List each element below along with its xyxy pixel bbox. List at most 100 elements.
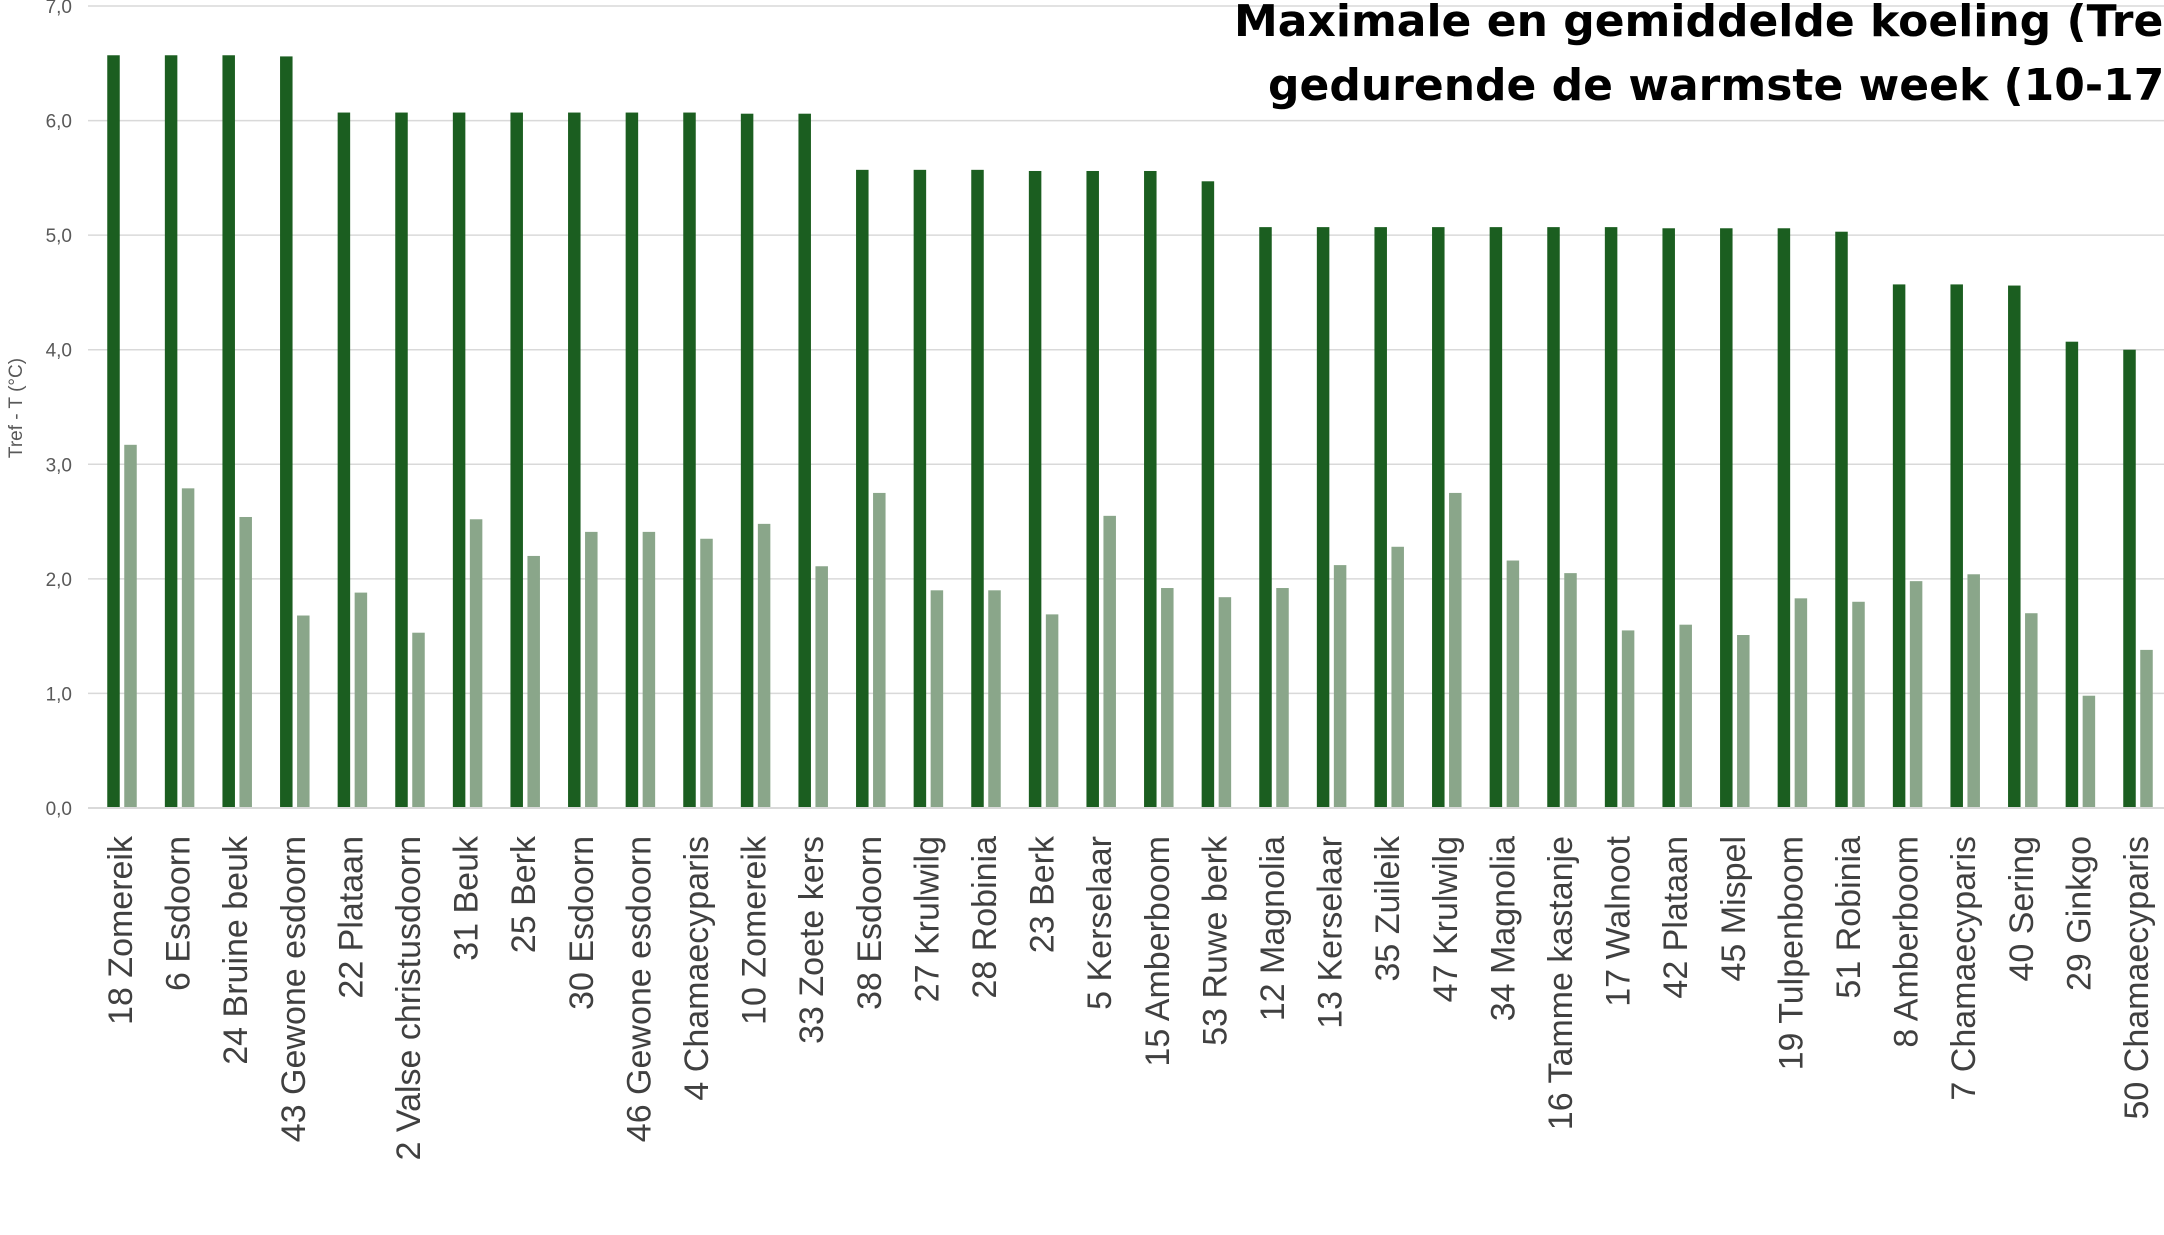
bar-mean-cooling [700,538,713,808]
x-tick-label: 15 Amberboom [1139,836,1177,1067]
y-tick-label: 6,0 [46,112,72,133]
y-tick-label: 3,0 [46,455,72,476]
bars [107,55,2153,809]
y-tick-label: 0,0 [46,799,72,820]
x-tick-label: 47 Krulwilg [1427,836,1465,1002]
y-tick-label: 5,0 [46,226,72,247]
bar-max-cooling [1086,170,1099,809]
y-axis-ticks: 0,0 1,0 2,0 3,0 4,0 5,0 6,0 7,0 [46,0,72,820]
bar-max-cooling [1432,227,1445,808]
bar-mean-cooling [873,492,886,808]
x-tick-label: 46 Gewone esdoorn [620,836,658,1142]
bar-mean-cooling [585,531,598,808]
x-axis-ticks: 18 Zomereik 6 Esdoorn 24 Bruine beuk 43 Gew… [102,835,2156,1160]
bar-max-cooling [1720,228,1733,809]
bar-mean-cooling [1103,515,1116,808]
bar-mean-cooling [1276,588,1289,808]
bar-max-cooling [1662,228,1675,809]
x-tick-label: 25 Berk [505,835,543,953]
bar-max-cooling [1604,227,1618,808]
x-tick-label: 28 Robinia [966,836,1004,999]
bar-max-cooling [107,55,120,809]
x-tick-label: 34 Magnolia [1484,836,1522,1021]
bar-mean-cooling [1794,598,1808,808]
gridlines [88,5,2164,695]
x-tick-label: 18 Zomereik [102,835,140,1025]
bar-mean-cooling [642,531,656,808]
bar-mean-cooling [181,488,195,808]
bar-max-cooling [798,113,811,808]
bar-max-cooling [1777,228,1791,809]
bar-max-cooling [1316,227,1330,808]
bar-mean-cooling [297,615,310,808]
bar-mean-cooling [1852,601,1865,808]
bar-max-cooling [1489,227,1503,808]
bar-mean-cooling [1737,634,1750,808]
x-tick-label: 42 Plataan [1657,836,1695,999]
bar-mean-cooling [124,444,137,808]
x-tick-label: 50 Chamaecyparis [2118,836,2156,1119]
bar-max-cooling [1547,227,1560,808]
bar-mean-cooling [1564,573,1577,808]
bar-mean-cooling [1045,614,1059,808]
bar-max-cooling [1144,170,1157,809]
bar-mean-cooling [1506,560,1520,808]
bar-max-cooling [280,56,293,808]
bar-max-cooling [164,55,178,809]
bar-max-cooling [683,112,696,808]
bar-mean-cooling [412,632,425,808]
bar-mean-cooling [988,590,1001,808]
y-tick-label: 4,0 [46,341,72,362]
bar-max-cooling [1028,170,1042,809]
x-tick-label: 27 Krulwilg [908,836,946,1002]
bar-mean-cooling [1449,492,1462,808]
x-tick-label: 10 Zomereik [736,835,774,1025]
bar-max-cooling [1892,284,1906,808]
x-tick-label: 16 Tamme kastanje [1542,836,1580,1130]
x-tick-label: 38 Esdoorn [851,836,889,1010]
x-tick-label: 33 Zoete kers [793,836,831,1044]
bar-max-cooling [625,112,639,808]
bar-max-cooling [337,112,351,808]
bar-max-cooling [568,112,581,808]
x-tick-label: 24 Bruine beuk [217,835,255,1065]
bar-mean-cooling [239,516,252,808]
bar-mean-cooling [1161,588,1174,808]
x-tick-label: 40 Sering [2003,836,2041,982]
chart-title-line-2: gedurende de warmste week (10-17 ju [1268,60,2164,111]
bar-mean-cooling [1621,630,1635,808]
x-tick-label: 5 Kerselaar [1081,836,1119,1010]
bar-max-cooling [222,55,235,809]
x-tick-label: 43 Gewone esdoorn [275,836,313,1142]
x-tick-label: 53 Ruwe berk [1196,835,1234,1046]
y-axis-label: Tref - T (°C) [6,358,27,458]
y-tick-label: 2,0 [46,570,72,591]
x-tick-label: 13 Kerselaar [1312,836,1350,1029]
bar-max-cooling [740,113,754,808]
bar-max-cooling [856,169,869,808]
x-tick-label: 17 Walnoot [1600,835,1638,1006]
x-tick-label: 35 Zuileik [1369,835,1407,982]
bar-max-cooling [452,112,466,808]
x-tick-label: 22 Plataan [332,836,370,999]
x-tick-label: 6 Esdoorn [160,836,198,991]
x-tick-label: 23 Berk [1024,835,1062,953]
bar-mean-cooling [815,566,828,808]
bar-mean-cooling [930,590,944,808]
bar-mean-cooling [2082,695,2096,808]
x-tick-label: 29 Ginkgo [2060,836,2098,991]
bar-mean-cooling [1391,546,1404,808]
x-tick-label: 30 Esdoorn [563,836,601,1010]
bar-mean-cooling [1967,574,1980,808]
bar-max-cooling [1374,227,1387,808]
x-tick-label: 31 Beuk [448,835,486,961]
bar-max-cooling [1259,227,1272,808]
bar-mean-cooling [2025,613,2038,808]
bar-max-cooling [1950,284,1963,808]
bar-max-cooling [510,112,523,808]
bar-max-cooling [971,169,984,808]
x-tick-label: 19 Tulpenboom [1772,836,1810,1070]
bar-mean-cooling [757,523,771,808]
bar-mean-cooling [1679,624,1692,808]
